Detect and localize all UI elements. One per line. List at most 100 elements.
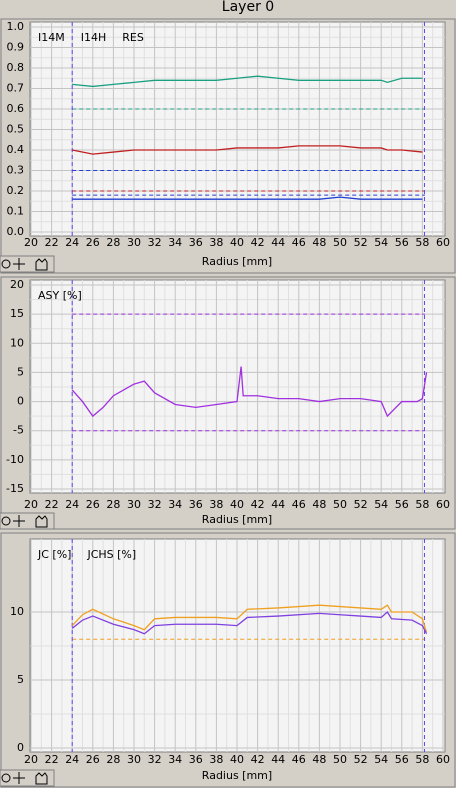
x-tick-label: 22 (45, 753, 59, 766)
x-tick-label: 20 (24, 236, 38, 249)
data-line (71, 366, 428, 418)
hand-icon[interactable] (35, 258, 48, 271)
x-tick-label: 26 (86, 753, 100, 766)
x-tick-label: 58 (415, 753, 429, 766)
x-tick-label: 40 (230, 498, 244, 511)
x-tick-label: 28 (106, 753, 120, 766)
y-tick-label: 10 (10, 605, 24, 618)
x-tick-label: 20 (24, 498, 38, 511)
legend-entry: RES (122, 31, 144, 44)
x-axis-label: Radius [mm] (202, 769, 272, 782)
y-tick-label: 0.0 (7, 225, 25, 238)
legend-entry: JCHS [%] (86, 548, 136, 561)
y-tick-label: 0 (17, 395, 24, 408)
legend-entry: I14M (38, 31, 65, 44)
legend-entry: I14H (81, 31, 107, 44)
y-tick-label: -15 (6, 482, 24, 495)
x-tick-label: 52 (354, 753, 368, 766)
x-tick-label: 54 (374, 753, 388, 766)
x-tick-label: 46 (292, 753, 306, 766)
x-tick-label: 44 (271, 236, 285, 249)
x-tick-label: 36 (189, 236, 203, 249)
x-tick-label: 56 (395, 753, 409, 766)
legend-entry: ASY [%] (38, 289, 82, 302)
pan-icon[interactable] (13, 515, 25, 527)
y-tick-label: 1.0 (7, 20, 25, 33)
y-tick-label: 0.1 (7, 205, 25, 218)
toolbar[interactable] (0, 512, 55, 530)
x-tick-label: 34 (168, 753, 182, 766)
zoom-icon[interactable] (1, 773, 11, 783)
window-title: Layer 0 (222, 0, 274, 15)
x-tick-label: 30 (127, 498, 141, 511)
x-tick-label: 40 (230, 236, 244, 249)
y-tick-label: -10 (6, 453, 24, 466)
data-line (72, 196, 423, 200)
x-tick-label: 60 (436, 498, 450, 511)
x-tick-label: 46 (292, 498, 306, 511)
x-tick-label: 38 (209, 236, 223, 249)
y-tick-label: 0.7 (7, 82, 25, 95)
x-tick-label: 22 (45, 236, 59, 249)
x-tick-label: 50 (333, 236, 347, 249)
x-tick-label: 32 (148, 236, 162, 249)
x-tick-label: 44 (271, 753, 285, 766)
x-tick-label: 38 (209, 498, 223, 511)
x-tick-label: 36 (189, 498, 203, 511)
hand-icon[interactable] (35, 772, 48, 785)
x-tick-label: 42 (251, 753, 265, 766)
x-axis-label: Radius [mm] (202, 513, 272, 526)
toolbar[interactable] (0, 769, 55, 787)
x-tick-label: 48 (312, 236, 326, 249)
x-tick-label: 26 (86, 498, 100, 511)
data-line (72, 75, 423, 88)
x-tick-label: 22 (45, 498, 59, 511)
x-tick-label: 52 (354, 236, 368, 249)
y-tick-label: 0.9 (7, 41, 25, 54)
x-tick-label: 58 (415, 236, 429, 249)
x-tick-label: 42 (251, 498, 265, 511)
x-tick-label: 48 (312, 498, 326, 511)
x-tick-label: 34 (168, 236, 182, 249)
x-tick-label: 24 (65, 753, 79, 766)
x-tick-label: 52 (354, 498, 368, 511)
x-tick-label: 60 (436, 753, 450, 766)
x-tick-label: 28 (106, 236, 120, 249)
x-tick-label: 58 (415, 498, 429, 511)
x-tick-label: 54 (374, 498, 388, 511)
x-tick-label: 44 (271, 498, 285, 511)
y-tick-label: 0 (17, 741, 24, 754)
toolbar[interactable] (0, 255, 55, 273)
x-tick-label: 26 (86, 236, 100, 249)
x-tick-label: 54 (374, 236, 388, 249)
y-tick-label: 0.4 (7, 143, 25, 156)
x-tick-label: 56 (395, 498, 409, 511)
pan-icon[interactable] (13, 772, 25, 784)
x-tick-label: 42 (251, 236, 265, 249)
data-line (72, 145, 423, 155)
hand-icon[interactable] (35, 515, 48, 528)
x-tick-label: 24 (65, 236, 79, 249)
y-tick-label: 0.2 (7, 184, 25, 197)
y-tick-label: 15 (10, 307, 24, 320)
x-tick-label: 32 (148, 498, 162, 511)
zoom-icon[interactable] (1, 259, 11, 269)
zoom-icon[interactable] (1, 516, 11, 526)
y-tick-label: 20 (10, 278, 24, 291)
x-axis-label: Radius [mm] (202, 255, 272, 268)
pan-icon[interactable] (13, 258, 25, 270)
x-tick-label: 40 (230, 753, 244, 766)
x-tick-label: 46 (292, 236, 306, 249)
data-line (71, 604, 428, 633)
x-tick-label: 32 (148, 753, 162, 766)
y-tick-label: 5 (17, 673, 24, 686)
x-tick-label: 56 (395, 236, 409, 249)
x-tick-label: 60 (436, 236, 450, 249)
y-tick-label: -5 (13, 424, 24, 437)
x-tick-label: 48 (312, 753, 326, 766)
x-tick-label: 24 (65, 498, 79, 511)
x-tick-label: 34 (168, 498, 182, 511)
y-tick-label: 0.6 (7, 102, 25, 115)
